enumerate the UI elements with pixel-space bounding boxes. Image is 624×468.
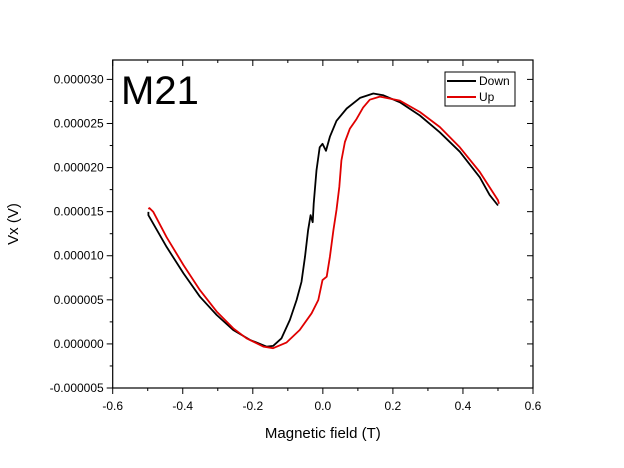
x-tick-label: 0.6 bbox=[525, 399, 542, 413]
legend-label-up: Up bbox=[479, 90, 495, 104]
y-tick-label: 0.000015 bbox=[54, 205, 104, 219]
plot-frame bbox=[112, 59, 534, 389]
y-tick-label: -0.000005 bbox=[50, 381, 104, 395]
legend-label-down: Down bbox=[479, 74, 510, 88]
x-tick-label: 0.0 bbox=[315, 399, 332, 413]
x-axis-label: Magnetic field (T) bbox=[265, 425, 381, 442]
x-tick-label: 0.4 bbox=[455, 399, 472, 413]
y-tick-label: 0.000030 bbox=[54, 72, 104, 86]
y-tick-label: 0.000000 bbox=[54, 337, 104, 351]
x-tick-label: -0.6 bbox=[102, 399, 123, 413]
y-axis-label: Vx (V) bbox=[5, 203, 22, 245]
legend-box bbox=[444, 71, 516, 107]
y-tick-label: 0.000020 bbox=[54, 161, 104, 175]
legend: Down Up bbox=[444, 71, 516, 107]
x-tick-label: -0.4 bbox=[172, 399, 193, 413]
y-tick-label: 0.000010 bbox=[54, 249, 104, 263]
series-line-down bbox=[147, 92, 499, 348]
x-tick-label: 0.2 bbox=[385, 399, 402, 413]
x-tick-label: -0.2 bbox=[242, 399, 263, 413]
y-tick-label: 0.000005 bbox=[54, 293, 104, 307]
y-tick-label: 0.000025 bbox=[54, 116, 104, 130]
sample-label: M21 bbox=[121, 69, 199, 113]
series-line-up bbox=[147, 95, 500, 350]
